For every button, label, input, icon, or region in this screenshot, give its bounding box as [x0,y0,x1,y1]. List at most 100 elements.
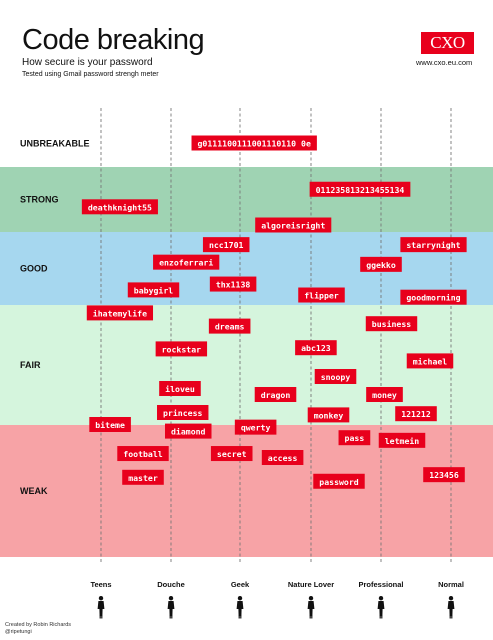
password-tag: password [313,473,365,489]
password-label: dreams [215,322,245,332]
password-tag: dragon [254,387,297,402]
password-label: g0111100111001110110 0e [198,139,311,149]
password-tag: ncc1701 [202,237,250,253]
password-label: princess [163,408,203,418]
password-label: abc123 [301,343,331,353]
password-tag-box [378,432,426,448]
password-label: biteme [95,420,125,430]
password-tag: secret [210,446,253,462]
password-tag-box [157,405,209,420]
password-tag: money [366,387,403,402]
password-tag-box [210,446,253,462]
band-label-weak: WEAK [20,486,48,496]
password-tag-box [122,469,164,485]
password-label: pass [345,433,365,443]
password-label: master [128,473,158,483]
password-tag-box [153,254,220,270]
password-tag-box [400,237,467,253]
password-label: letmein [385,436,420,446]
password-tag: goodmorning [400,289,467,305]
password-tag: master [122,469,164,485]
password-tag-box [261,450,304,465]
password-tag-box [255,217,332,233]
credit-author: Created by Robin Richards [5,622,72,628]
password-tag: michael [406,353,454,369]
category-label-nature-lover: Nature Lover [288,580,334,589]
password-tag: algoreisright [255,217,332,233]
cxo-logo: CXO [421,32,474,54]
password-tag-box [423,467,465,483]
password-tag-box [360,256,402,272]
password-label: business [372,319,412,329]
credit-handle: @ripetungi [5,629,32,635]
password-tag: iloveu [159,381,201,396]
password-tag-box [127,282,180,298]
password-tag: qwerty [234,419,277,435]
password-label: secret [217,449,247,459]
password-tag: flipper [298,287,345,303]
password-tag: access [261,450,304,465]
password-label: 123456 [429,470,459,480]
password-tag: deathknight55 [81,199,158,215]
password-label: monkey [314,410,344,420]
password-tag: abc123 [295,340,337,356]
password-label: michael [413,356,448,366]
password-tag: pass [338,430,371,446]
password-tag: 011235813213455134 [309,181,411,197]
password-label: snoopy [321,372,351,382]
password-tag-box [395,406,437,422]
person-icon [447,596,455,619]
password-tag-box [234,419,277,435]
password-tag: babygirl [127,282,180,298]
password-label: rockstar [162,344,202,354]
password-label: football [123,449,163,459]
person-icon [236,596,244,619]
password-tag: 123456 [423,467,465,483]
category-label-normal: Normal [438,580,464,589]
person-icon [167,596,175,619]
password-tag-box [366,387,403,402]
password-label: algoreisright [261,221,325,231]
password-tag: diamond [164,423,212,439]
password-label: dragon [261,390,291,400]
password-tag: ihatemylife [86,305,154,321]
password-label: access [268,453,298,463]
password-tag-box [209,276,257,292]
password-label: password [319,477,359,487]
password-tag-box [164,423,212,439]
band-strong [0,167,493,232]
band-label-unbreakable: UNBREAKABLE [20,139,90,149]
password-tag: ggekko [360,256,402,272]
password-label: enzoferrari [159,258,213,268]
password-label: thx1138 [216,280,251,290]
password-label: flipper [304,291,339,301]
category-label-teens: Teens [90,580,111,589]
password-tag-box [365,316,418,332]
password-label: starrynight [406,240,460,250]
password-label: money [372,390,397,400]
password-tag-box [295,340,337,356]
password-tag-box [400,289,467,305]
password-tag-box [208,318,251,334]
password-label: diamond [171,427,206,437]
password-tag-box [89,417,131,432]
password-tag: letmein [378,432,426,448]
password-tag-box [307,407,350,423]
password-tag-box [81,199,158,215]
password-tag: g0111100111001110110 0e [191,135,317,151]
password-label: 121212 [401,409,431,419]
credit-block: Created by Robin Richards @ripetungi [5,622,71,636]
category-label-geek: Geek [231,580,250,589]
category-label-douche: Douche [157,580,185,589]
password-tag-box [191,135,317,151]
password-label: deathknight55 [88,202,152,212]
page-title: Code breaking [22,24,205,56]
password-tag-box [298,287,345,303]
password-tag: monkey [307,407,350,423]
password-tag-box [159,381,201,396]
password-label: ihatemylife [93,308,147,318]
site-url[interactable]: www.cxo.eu.com [416,58,473,67]
password-tag: football [117,446,169,462]
password-tag-box [86,305,154,321]
